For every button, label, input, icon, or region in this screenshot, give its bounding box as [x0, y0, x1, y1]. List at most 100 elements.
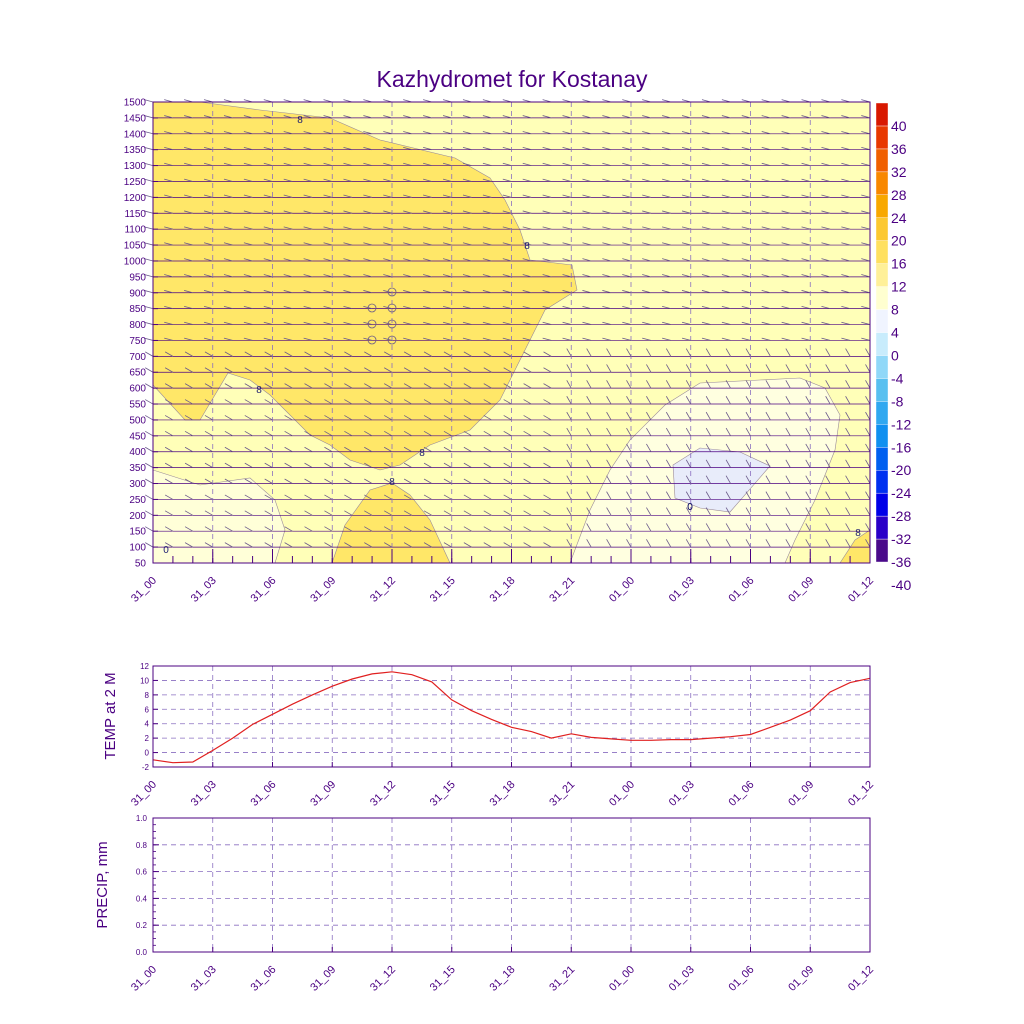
contour-label: 0: [687, 502, 693, 513]
wind-barb: [383, 178, 393, 182]
wind-barb: [765, 523, 771, 532]
wind-barb: [442, 131, 452, 135]
wind-barb: [204, 510, 213, 516]
wind-barb: [642, 337, 652, 341]
wind-barb: [144, 178, 154, 182]
wind-barb: [264, 510, 273, 516]
wind-barb: [244, 542, 253, 548]
wind-barb: [785, 459, 791, 468]
wind-barb: [721, 337, 731, 341]
wind-barb: [324, 446, 333, 453]
wind-barb: [283, 274, 293, 278]
wind-barb: [701, 162, 711, 166]
wind-barb: [626, 507, 632, 516]
wind-barb: [861, 131, 871, 135]
wind-barb: [586, 491, 592, 500]
wind-barb: [646, 348, 652, 357]
wind-barb: [665, 411, 672, 421]
wind-barb: [264, 415, 273, 421]
wind-barb: [801, 258, 811, 262]
x-tick-label: 31_06: [249, 779, 279, 809]
wind-barb: [383, 146, 393, 151]
wind-barb: [204, 494, 213, 500]
wind-barb: [701, 290, 711, 294]
wind-barb: [662, 321, 671, 325]
wind-barb: [383, 210, 393, 214]
wind-barb: [303, 115, 313, 119]
wind-barb: [626, 427, 632, 437]
wind-barb: [622, 115, 632, 119]
wind-barb: [243, 178, 253, 182]
wind-barb: [442, 274, 452, 278]
wind-barb: [543, 542, 552, 548]
wind-barb: [801, 178, 811, 182]
wind-barb: [224, 399, 233, 405]
wind-barb: [184, 526, 194, 532]
y-tick-label: 1400: [124, 129, 147, 140]
colorbar-swatch: [875, 424, 889, 448]
wind-barb: [223, 194, 233, 198]
y-tick-label: 700: [129, 352, 146, 363]
y-tick-label: 1300: [124, 161, 147, 172]
y-tick-label: 450: [129, 431, 146, 442]
wind-barb: [284, 415, 293, 421]
wind-barb: [805, 539, 811, 548]
wind-barb: [223, 178, 233, 182]
wind-barb: [323, 274, 333, 278]
wind-barb: [662, 290, 671, 294]
wind-barb: [845, 475, 851, 484]
wind-barb: [785, 364, 791, 373]
wind-barb: [483, 526, 492, 532]
wind-barb: [825, 348, 831, 357]
wind-barb: [304, 494, 313, 500]
wind-barb: [522, 210, 532, 214]
wind-barb: [602, 146, 612, 151]
temperature-fills: [152, 101, 871, 564]
wind-barb: [701, 115, 711, 119]
wind-barb: [184, 462, 194, 468]
wind-barb: [364, 351, 373, 357]
x-tick-label: 31_09: [308, 779, 338, 809]
wind-barb: [283, 305, 293, 310]
wind-barb: [503, 446, 512, 453]
wind-barb: [761, 210, 771, 214]
colorbar-swatch: [875, 332, 889, 356]
wind-barb: [383, 115, 393, 119]
wind-barb: [383, 226, 393, 230]
wind-barb: [323, 162, 333, 166]
wind-barb: [462, 226, 472, 230]
wind-barb: [841, 210, 851, 214]
wind-barb: [745, 459, 751, 468]
wind-barb: [304, 462, 313, 468]
wind-barb: [681, 146, 691, 151]
wind-barb: [403, 242, 413, 246]
wind-barb: [523, 494, 532, 500]
wind-barb: [503, 351, 512, 357]
colorbar-label: 40: [891, 118, 907, 134]
wind-barb: [725, 491, 731, 500]
wind-barb: [364, 494, 373, 500]
wind-barb: [343, 258, 353, 262]
wind-barb: [144, 290, 154, 294]
wind-barb: [463, 510, 472, 516]
colorbar-swatch: [875, 378, 889, 402]
wind-barb: [403, 321, 413, 325]
wind-barb: [701, 274, 711, 278]
wind-barb: [741, 210, 751, 214]
wind-barb: [284, 383, 293, 389]
wind-barb: [626, 396, 632, 405]
wind-barb: [845, 507, 851, 516]
colorbar-label: 8: [891, 302, 899, 318]
wind-barb: [606, 459, 612, 468]
wind-barb: [403, 494, 413, 500]
wind-barb: [665, 348, 672, 357]
wind-barb: [462, 131, 472, 135]
wind-barb: [423, 194, 432, 198]
wind-barb: [725, 411, 731, 421]
wind-barb: [606, 539, 612, 548]
wind-barb: [721, 146, 731, 151]
wind-barb: [483, 462, 492, 468]
wind-barb: [701, 194, 711, 198]
wind-barb: [324, 367, 333, 373]
wind-barb: [725, 539, 731, 548]
